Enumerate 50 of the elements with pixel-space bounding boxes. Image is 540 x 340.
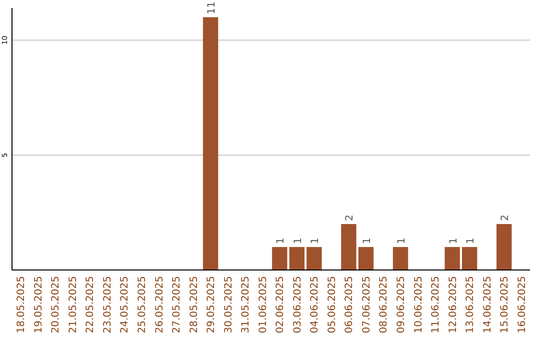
x-tick-label: 16.06.2025 xyxy=(516,276,528,334)
x-tick-label: 01.06.2025 xyxy=(258,276,269,334)
x-tick-label: 07.06.2025 xyxy=(361,276,372,334)
bar xyxy=(202,17,218,270)
bar xyxy=(289,247,304,270)
x-tick-label: 22.05.2025 xyxy=(85,276,96,334)
x-tick-label: 27.05.2025 xyxy=(172,276,183,334)
x-tick-label: 31.05.2025 xyxy=(240,276,252,334)
x-tick-label: 15.06.2025 xyxy=(500,276,511,334)
data-label: 1 xyxy=(466,238,477,244)
x-tick-label: 13.06.2025 xyxy=(465,276,476,334)
data-label: 11 xyxy=(206,1,218,14)
x-tick-label: 20.05.2025 xyxy=(50,276,62,334)
x-tick-label: 05.06.2025 xyxy=(326,276,338,334)
data-label: 1 xyxy=(448,238,460,244)
x-tick-label: 21.05.2025 xyxy=(68,276,79,334)
x-tick-label: 11.06.2025 xyxy=(430,276,442,334)
x-tick-label: 23.05.2025 xyxy=(102,276,114,334)
x-tick-label: 12.06.2025 xyxy=(448,276,459,334)
x-tick-label: 04.06.2025 xyxy=(310,276,321,334)
bar xyxy=(272,247,288,270)
x-tick-label: 09.06.2025 xyxy=(396,276,407,334)
bar xyxy=(496,224,512,270)
data-label: 1 xyxy=(292,238,304,244)
data-label: 1 xyxy=(276,238,287,244)
x-tick-label: 03.06.2025 xyxy=(292,276,304,334)
bar xyxy=(358,247,374,270)
x-tick-label: 02.06.2025 xyxy=(275,276,286,334)
bar xyxy=(306,247,322,270)
bar xyxy=(462,247,478,270)
x-tick-label: 30.05.2025 xyxy=(223,276,234,334)
x-tick-label: 18.05.2025 xyxy=(16,276,28,334)
x-tick-label: 06.06.2025 xyxy=(344,276,356,334)
bar xyxy=(444,247,460,270)
data-label: 2 xyxy=(500,214,512,222)
data-label: 1 xyxy=(396,238,408,244)
x-tick-label: 19.05.2025 xyxy=(33,276,44,334)
x-tick-label: 25.05.2025 xyxy=(137,276,148,334)
x-tick-label: 08.06.2025 xyxy=(378,276,390,334)
data-label: 1 xyxy=(362,238,373,244)
data-label: 2 xyxy=(344,214,356,222)
x-tick-label: 26.05.2025 xyxy=(154,276,166,334)
bar xyxy=(341,224,356,270)
x-tick-label: 10.06.2025 xyxy=(413,276,424,334)
bar xyxy=(392,247,408,270)
x-tick-label: 24.05.2025 xyxy=(120,276,131,334)
x-tick-label: 29.05.2025 xyxy=(206,276,218,334)
data-label: 1 xyxy=(310,238,322,244)
x-tick-label: 28.05.2025 xyxy=(188,276,200,334)
x-tick-label: 14.06.2025 xyxy=(482,276,494,334)
